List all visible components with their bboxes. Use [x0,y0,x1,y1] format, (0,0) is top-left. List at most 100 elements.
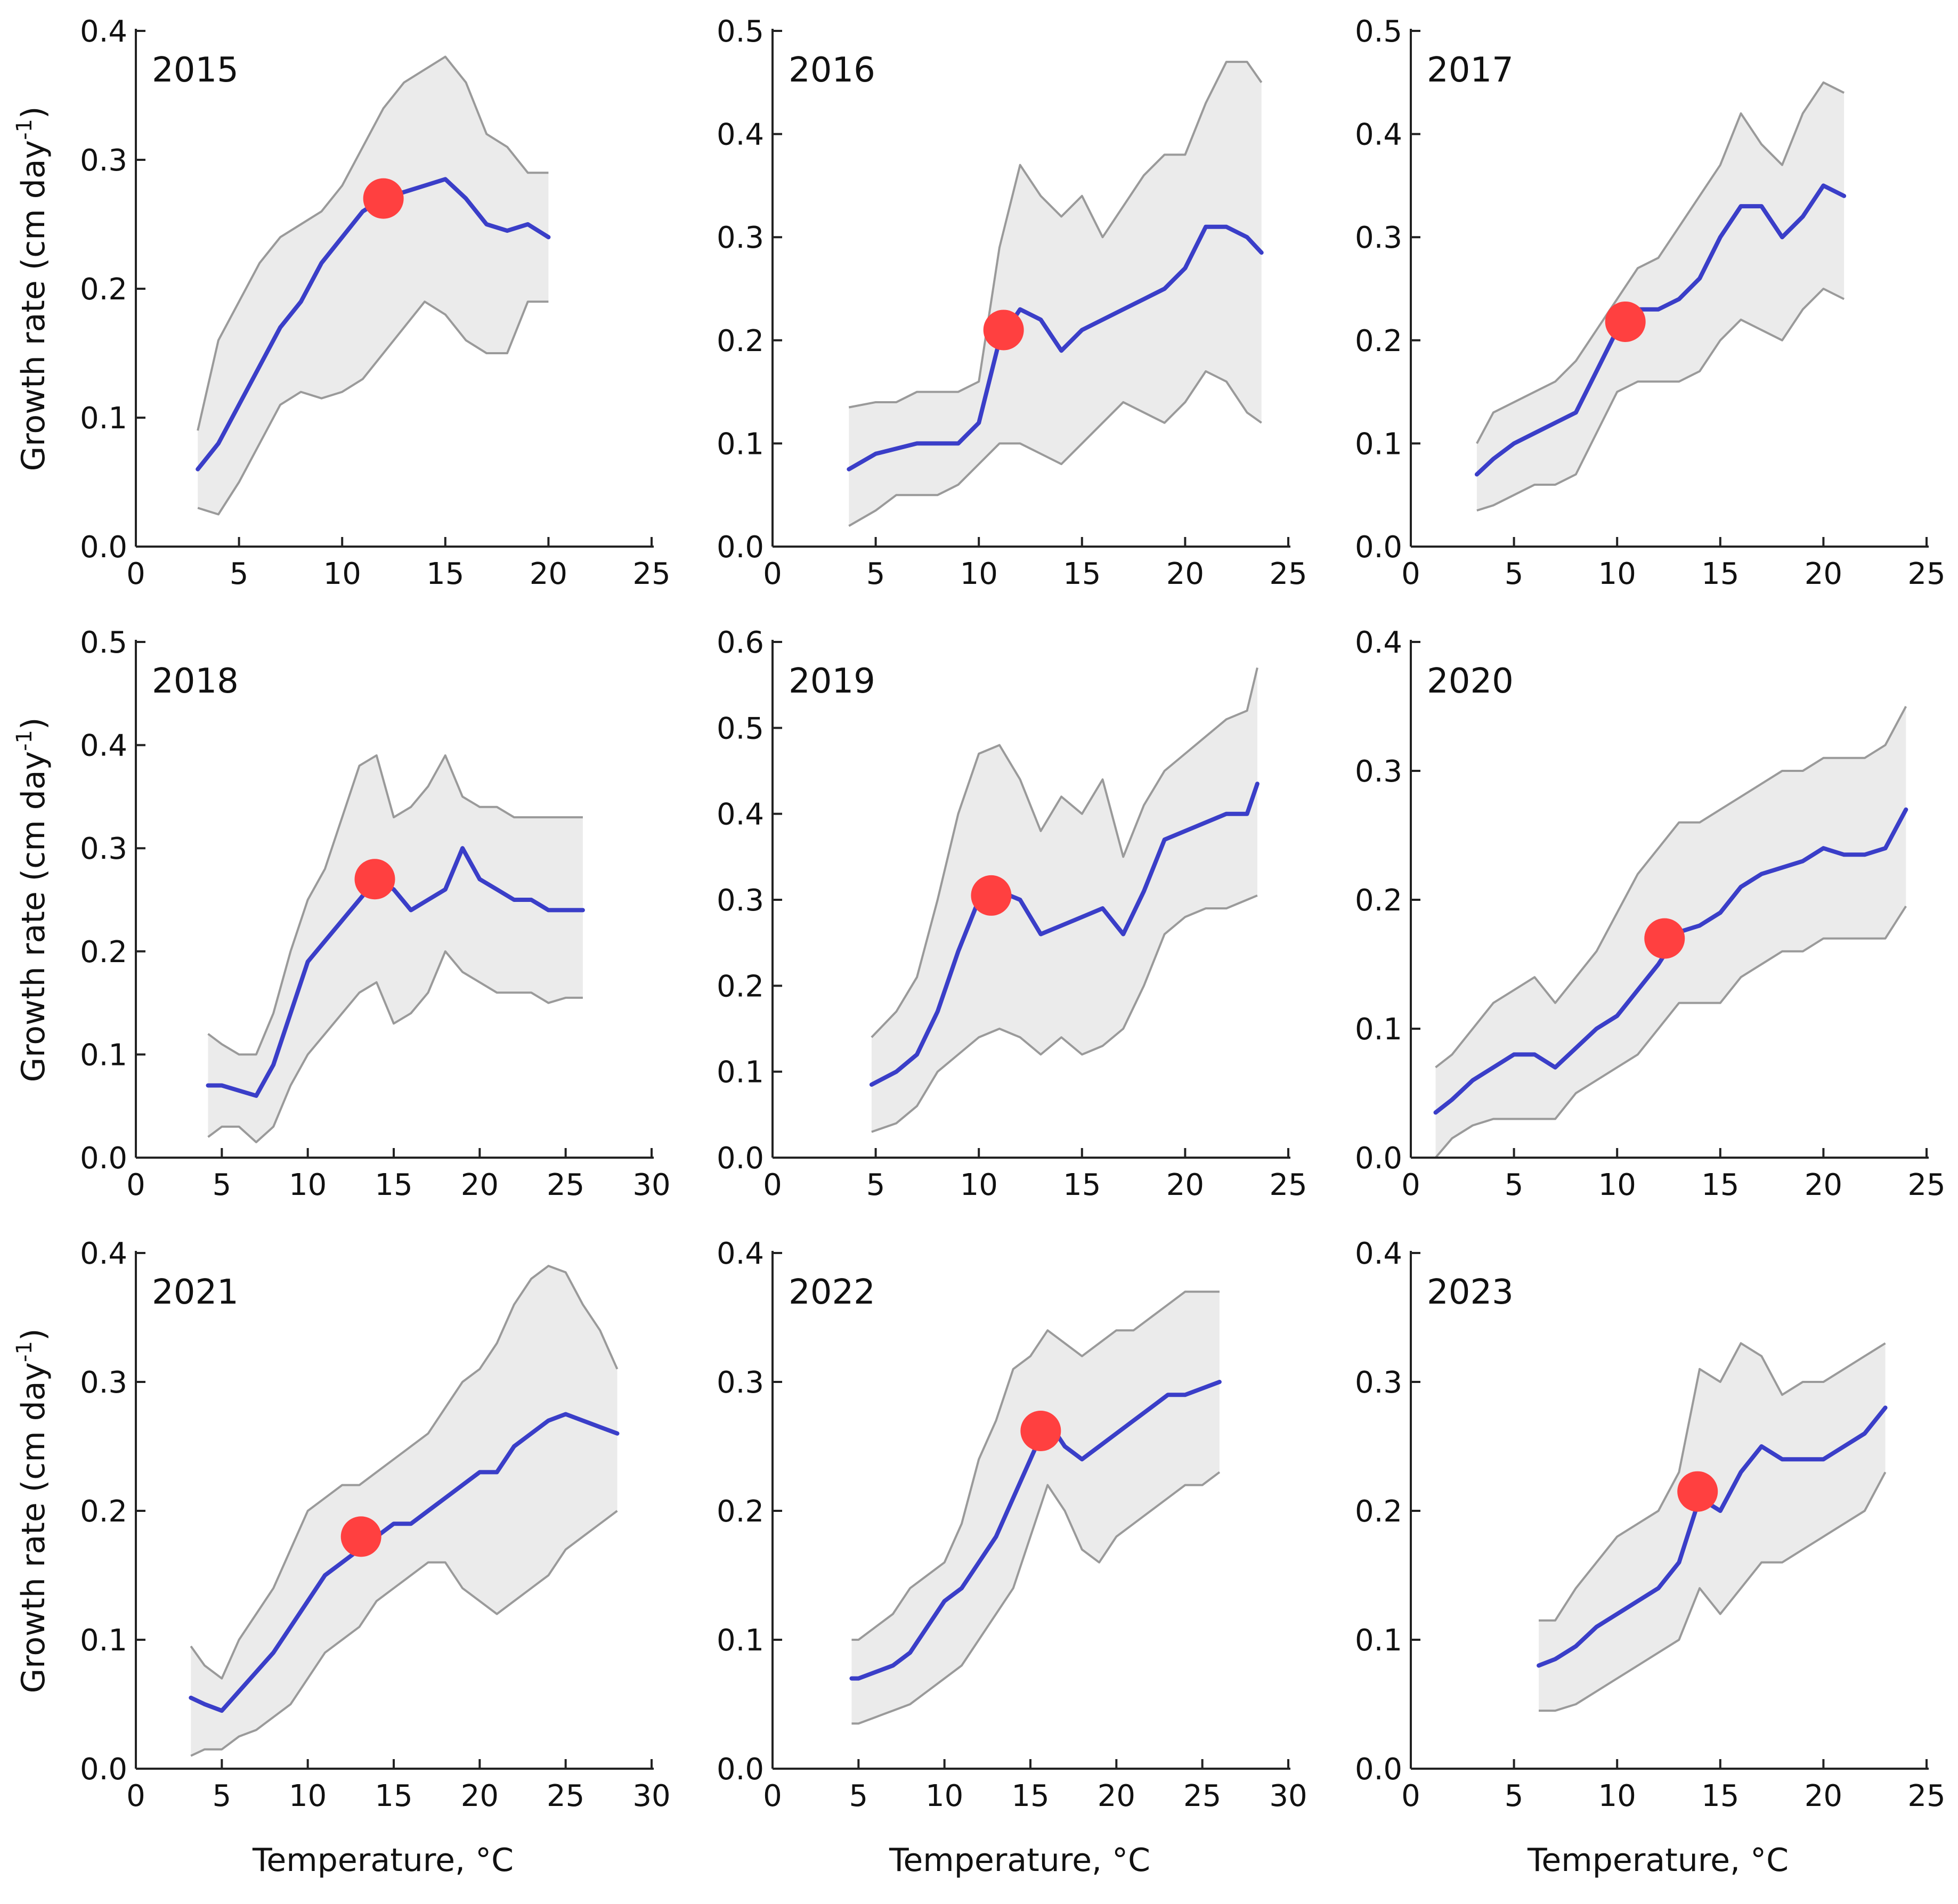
x-tick-label: 0 [1401,1168,1420,1202]
panel-2019: 0 5 10 15 20 25 0.0 0.1 0.2 0.3 0.4 0.5 0.6 2019 [717,625,1307,1202]
panel-2023: 0 5 10 15 20 25 0.0 0.1 0.2 0.3 0.4 2023 Temperature… [1355,1236,1946,1879]
panel-2015: 0 5 10 15 20 25 0.0 0.1 0.2 0.3 0.4 2015 Growth rate… [12,14,671,591]
panel-2020: 0 5 10 15 20 25 0.0 0.1 0.2 0.3 0.4 2020 [1355,625,1946,1202]
x-tick-label: 25 [1183,1779,1221,1813]
panel-year-label: 2020 [1427,662,1514,701]
x-tick-label: 15 [426,557,464,591]
x-tick-label: 10 [289,1779,327,1813]
y-tick-label: 0.5 [80,625,127,660]
y-tick-label: 0.3 [1355,1365,1402,1400]
y-tick-label: 0.1 [717,427,764,461]
x-tick-label: 20 [1166,1168,1204,1202]
y-tick-label: 0.1 [80,1038,127,1072]
x-tick-label: 5 [849,1779,868,1813]
mean-growth-line [206,846,585,1098]
x-tick-label: 0 [126,1168,145,1202]
mean-growth-line [1474,183,1847,477]
panel-year-label: 2019 [789,662,875,701]
y-tick-label: 0.2 [717,969,764,1004]
panel-year-label: 2022 [789,1273,875,1312]
panel-year-label: 2016 [789,51,875,90]
x-tick-label: 25 [1269,1168,1307,1202]
confidence-band [849,62,1262,526]
optimum-marker [1020,1410,1061,1451]
mean-growth-line [847,224,1264,471]
x-tick-label: 15 [1063,1168,1101,1202]
y-tick-label: 0.3 [80,143,127,178]
y-tick-label: 0.0 [80,1752,127,1787]
x-tick-label: 15 [1011,1779,1049,1813]
x-tick-label: 5 [1505,557,1524,591]
y-axis-title-superscript: -1 [12,730,37,751]
lower-bound-line [1434,906,1907,1159]
y-tick-label: 0.5 [717,14,764,49]
confidence-band [208,755,583,1142]
x-tick-label: 25 [1907,1779,1945,1813]
x-tick-label: 0 [763,557,782,591]
y-tick-label: 0.5 [717,711,764,746]
x-tick-label: 10 [1598,1168,1636,1202]
x-tick-label: 25 [632,557,670,591]
y-tick-label: 0.4 [80,1236,127,1271]
y-tick-label: 0.0 [1355,530,1402,565]
upper-bound-line [190,1265,619,1680]
optimum-marker [1644,918,1685,959]
panel-2016: 0 5 10 15 20 25 0.0 0.1 0.2 0.3 0.4 0.5 2016 [717,14,1307,591]
y-axis-title-close: ) [15,1329,52,1341]
y-tick-label: 0.2 [1355,1494,1402,1529]
y-axis-title-main: Growth rate (cm day [15,751,52,1082]
y-axis-title: Growth rate (cm day-1) [12,107,52,471]
upper-bound-line [1476,81,1845,444]
x-tick-label: 30 [632,1168,670,1202]
y-tick-label: 0.2 [80,1494,127,1529]
x-tick-label: 15 [1063,557,1101,591]
panel-2022: 0 5 10 15 20 25 30 0.0 0.1 0.2 0.3 0.4 2022 Temperatu… [717,1236,1307,1879]
x-tick-label: 20 [1805,557,1842,591]
x-tick-label: 30 [1269,1779,1307,1813]
x-tick-label: 5 [230,557,249,591]
y-tick-label: 0.4 [717,798,764,832]
panel-2017: 0 5 10 15 20 25 0.0 0.1 0.2 0.3 0.4 0.5 2017 [1355,14,1946,591]
y-tick-label: 0.3 [80,1365,127,1400]
x-tick-label: 20 [1098,1779,1135,1813]
x-tick-label: 0 [126,557,145,591]
optimum-marker [340,1516,381,1557]
y-tick-label: 0.0 [80,1141,127,1176]
y-axis-title-superscript: -1 [12,119,37,140]
y-tick-label: 0.1 [80,1623,127,1658]
x-tick-label: 20 [461,1779,499,1813]
x-tick-label: 10 [1598,1779,1636,1813]
y-tick-label: 0.1 [1355,1012,1402,1047]
y-tick-label: 0.0 [1355,1141,1402,1176]
upper-bound-line [207,754,583,1056]
optimum-marker [1605,301,1646,342]
y-tick-label: 0.2 [80,272,127,307]
x-tick-label: 20 [1805,1168,1842,1202]
lower-bound-line [190,1510,618,1757]
x-tick-label: 0 [763,1168,782,1202]
x-tick-label: 0 [1401,1779,1420,1813]
y-tick-label: 0.2 [1355,324,1402,359]
x-tick-label: 10 [289,1168,327,1202]
y-axis-title-superscript: -1 [12,1341,37,1362]
confidence-band [1476,82,1845,511]
lower-bound-line [197,300,549,516]
confidence-band [191,1266,618,1756]
y-tick-label: 0.3 [717,221,764,255]
confidence-band [1539,1343,1886,1711]
y-tick-label: 0.1 [717,1623,764,1658]
x-tick-label: 5 [1505,1168,1524,1202]
panel-year-label: 2015 [152,51,239,90]
y-tick-label: 0.2 [1355,883,1402,918]
lower-bound-line [871,894,1258,1133]
x-tick-label: 10 [323,557,361,591]
x-tick-label: 15 [1701,1168,1739,1202]
x-tick-label: 5 [213,1168,232,1202]
x-tick-label: 15 [375,1779,412,1813]
x-tick-label: 25 [547,1779,584,1813]
y-tick-label: 0.3 [1355,221,1402,255]
y-tick-label: 0.6 [717,625,764,660]
y-tick-label: 0.1 [80,401,127,436]
y-tick-label: 0.4 [717,118,764,152]
